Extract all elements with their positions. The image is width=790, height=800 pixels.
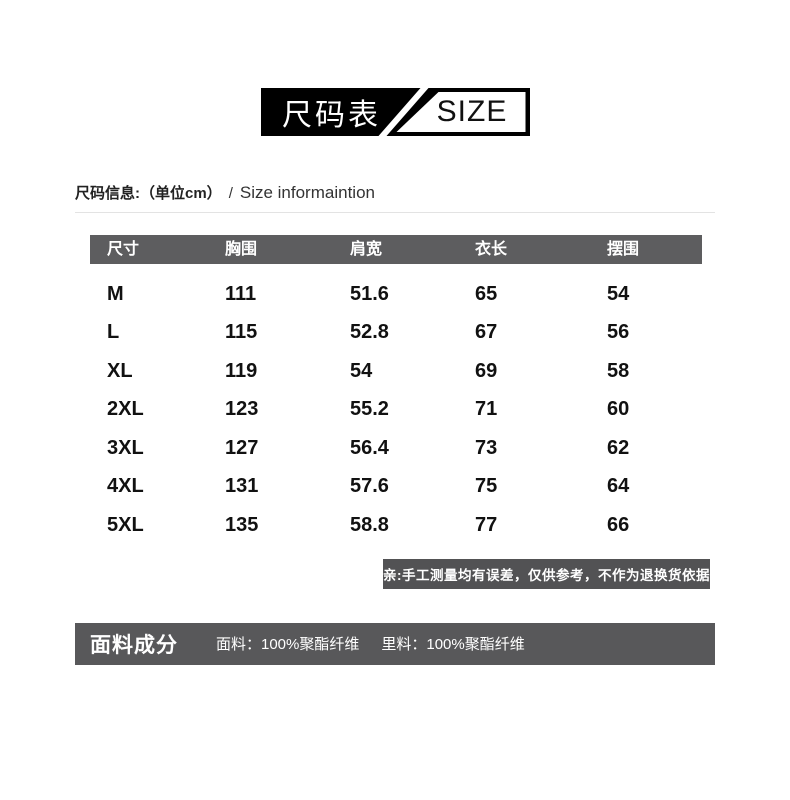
content-column: 尺码信息:（单位cm） / Size informaintion 尺寸 胸围 肩宽 衣…: [75, 182, 715, 665]
measurement-note: 亲:手工测量均有误差，仅供参考，不作为退换货依据: [383, 558, 710, 589]
size-info-label-cn: 尺码信息:（单位cm）: [75, 185, 222, 202]
size-value: 60: [607, 398, 630, 421]
size-value: 73: [475, 436, 498, 459]
size-label: 3XL: [107, 436, 144, 459]
banner-title-en: SIZE: [436, 95, 508, 128]
table-row: 3XL 127 56.4 73 62: [90, 429, 702, 468]
size-label: 2XL: [107, 398, 144, 421]
size-value: 127: [225, 436, 259, 459]
size-value: 51.6: [350, 282, 389, 305]
size-value: 135: [225, 513, 259, 536]
horizontal-divider: [75, 212, 715, 213]
table-row: L 115 52.8 67 56: [90, 314, 702, 353]
size-label: 5XL: [107, 513, 144, 536]
column-header: 肩宽: [350, 241, 383, 258]
table-row: 2XL 123 55.2 71 60: [90, 391, 702, 430]
size-value: 65: [475, 282, 498, 305]
column-header: 摆围: [607, 241, 640, 258]
size-table-header: 尺寸 胸围 肩宽 衣长 摆围: [90, 235, 702, 264]
banner-title-cn: 尺码表: [282, 99, 381, 132]
size-value: 66: [607, 513, 630, 536]
size-table: 尺寸 胸围 肩宽 衣长 摆围 M 111 51.6 65 54 L 115 52.8 67 56 XL 119…: [90, 235, 702, 545]
table-row: 4XL 131 57.6 75 64: [90, 468, 702, 507]
size-value: 131: [225, 475, 259, 498]
column-header: 衣长: [475, 241, 508, 258]
table-row: XL 119 54 69 58: [90, 352, 702, 391]
size-value: 58: [607, 359, 630, 382]
size-value: 75: [475, 475, 498, 498]
size-value: 111: [225, 282, 257, 305]
size-label: M: [107, 282, 124, 305]
size-value: 56.4: [350, 436, 389, 459]
size-value: 62: [607, 436, 630, 459]
size-value: 69: [475, 359, 498, 382]
size-value: 123: [225, 398, 259, 421]
size-label: L: [107, 321, 120, 344]
size-value: 54: [350, 359, 373, 382]
size-value: 54: [607, 282, 630, 305]
size-value: 71: [475, 398, 498, 421]
size-value: 58.8: [350, 513, 389, 536]
size-info-label-en: Size informaintion: [239, 183, 375, 202]
size-info-separator: /: [228, 185, 233, 202]
fabric-outer-material: 面料：100%聚酯纤维: [216, 636, 360, 653]
size-value: 52.8: [350, 321, 389, 344]
size-value: 64: [607, 475, 630, 498]
table-row: 5XL 135 58.8 77 66: [90, 506, 702, 545]
fabric-section-title: 面料成分: [90, 633, 178, 657]
fabric-composition-bar: 面料成分 面料：100%聚酯纤维 里料：100%聚酯纤维: [75, 622, 715, 665]
size-value: 119: [225, 359, 258, 382]
size-value: 57.6: [350, 475, 389, 498]
size-label: XL: [107, 359, 133, 382]
size-label: 4XL: [107, 475, 144, 498]
size-value: 115: [225, 321, 258, 344]
size-value: 56: [607, 321, 630, 344]
size-value: 77: [475, 513, 498, 536]
fabric-lining-material: 里料：100%聚酯纤维: [381, 636, 525, 653]
column-header: 尺寸: [107, 241, 140, 258]
size-value: 67: [475, 321, 498, 344]
size-value: 55.2: [350, 398, 389, 421]
table-row: M 111 51.6 65 54: [90, 275, 702, 314]
column-header: 胸围: [225, 241, 258, 258]
size-info-line: 尺码信息:（单位cm） / Size informaintion: [75, 182, 715, 203]
size-table-body: M 111 51.6 65 54 L 115 52.8 67 56 XL 119 54 69 58 2XL 12…: [90, 275, 702, 545]
size-chart-banner: 尺码表 SIZE: [260, 88, 530, 136]
